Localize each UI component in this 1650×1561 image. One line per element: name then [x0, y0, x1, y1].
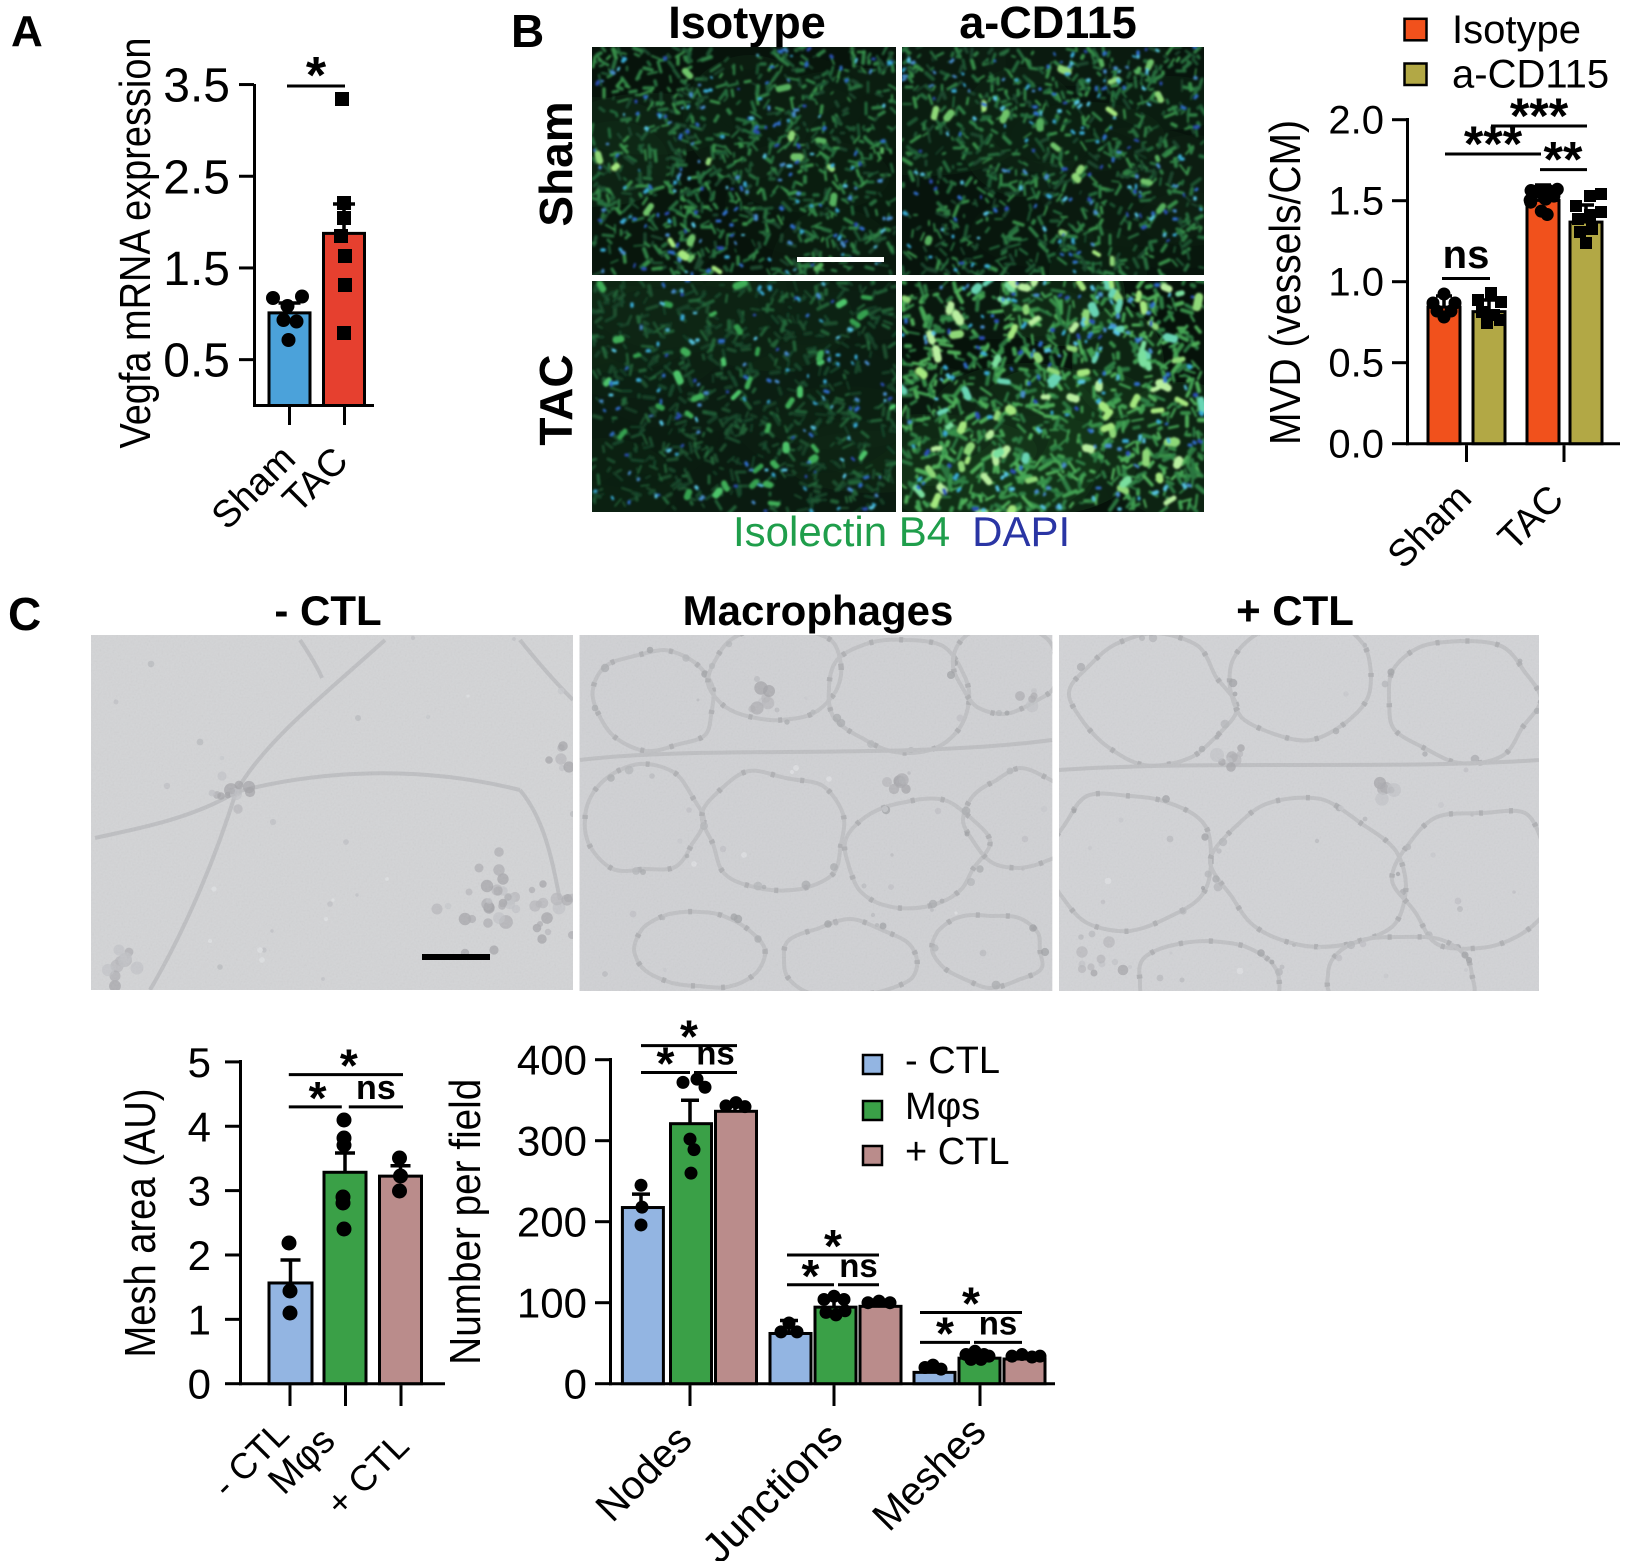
svg-text:ns: ns — [1443, 233, 1490, 277]
svg-text:Mφs: Mφs — [905, 1086, 980, 1128]
svg-text:Isotype: Isotype — [668, 0, 826, 48]
svg-text:4: 4 — [188, 1103, 211, 1150]
svg-text:- CTL: - CTL — [905, 1040, 1000, 1082]
svg-text:Sham: Sham — [530, 101, 582, 226]
svg-text:a-CD115: a-CD115 — [1452, 53, 1609, 97]
svg-text:2.5: 2.5 — [163, 151, 230, 204]
svg-text:Isotype: Isotype — [1452, 8, 1581, 52]
svg-text:0.5: 0.5 — [163, 335, 230, 388]
svg-text:0.0: 0.0 — [1328, 423, 1384, 467]
svg-text:*: * — [657, 1038, 675, 1090]
svg-text:Mesh area (AU): Mesh area (AU) — [116, 1089, 165, 1358]
svg-text:5: 5 — [188, 1039, 211, 1086]
svg-text:1.5: 1.5 — [163, 243, 230, 296]
svg-text:*: * — [340, 1040, 358, 1092]
svg-text:Vegfa mRNA expression: Vegfa mRNA expression — [111, 38, 160, 449]
svg-text:100: 100 — [517, 1280, 587, 1327]
svg-text:400: 400 — [517, 1037, 587, 1084]
svg-text:C: C — [8, 588, 41, 640]
svg-text:Macrophages: Macrophages — [683, 587, 954, 634]
svg-text:*: * — [306, 47, 327, 105]
svg-text:*: * — [680, 1011, 698, 1063]
svg-text:1: 1 — [188, 1296, 211, 1343]
svg-text:*: * — [309, 1072, 327, 1124]
svg-text:*: * — [936, 1307, 954, 1359]
svg-text:***: *** — [1510, 88, 1569, 144]
svg-text:300: 300 — [517, 1118, 587, 1165]
svg-text:0: 0 — [564, 1361, 587, 1408]
svg-text:2: 2 — [188, 1232, 211, 1279]
svg-text:3: 3 — [188, 1168, 211, 1215]
svg-text:MVD (vessels/CM): MVD (vessels/CM) — [1261, 120, 1310, 445]
svg-text:**: ** — [1544, 132, 1583, 188]
svg-text:200: 200 — [517, 1199, 587, 1246]
svg-text:0: 0 — [188, 1361, 211, 1408]
svg-text:B: B — [511, 5, 544, 57]
svg-text:*: * — [824, 1220, 842, 1272]
svg-text:3.5: 3.5 — [163, 60, 230, 113]
svg-text:2.0: 2.0 — [1328, 99, 1384, 143]
svg-text:1.0: 1.0 — [1328, 261, 1384, 305]
svg-text:A: A — [11, 7, 43, 56]
svg-text:+ CTL: + CTL — [905, 1131, 1010, 1173]
svg-text:ns: ns — [356, 1069, 396, 1107]
svg-text:Number per field: Number per field — [441, 1079, 490, 1365]
svg-text:- CTL: - CTL — [274, 587, 381, 634]
svg-text:+ CTL: + CTL — [1236, 587, 1354, 634]
svg-text:1.5: 1.5 — [1328, 180, 1384, 224]
svg-text:a-CD115: a-CD115 — [959, 0, 1137, 48]
svg-text:*: * — [962, 1278, 980, 1330]
svg-text:ns: ns — [979, 1304, 1018, 1341]
svg-text:TAC: TAC — [530, 354, 582, 445]
svg-text:*: * — [802, 1250, 820, 1302]
svg-text:ns: ns — [696, 1035, 735, 1072]
svg-text:0.5: 0.5 — [1328, 342, 1384, 386]
svg-text:ns: ns — [839, 1247, 878, 1284]
